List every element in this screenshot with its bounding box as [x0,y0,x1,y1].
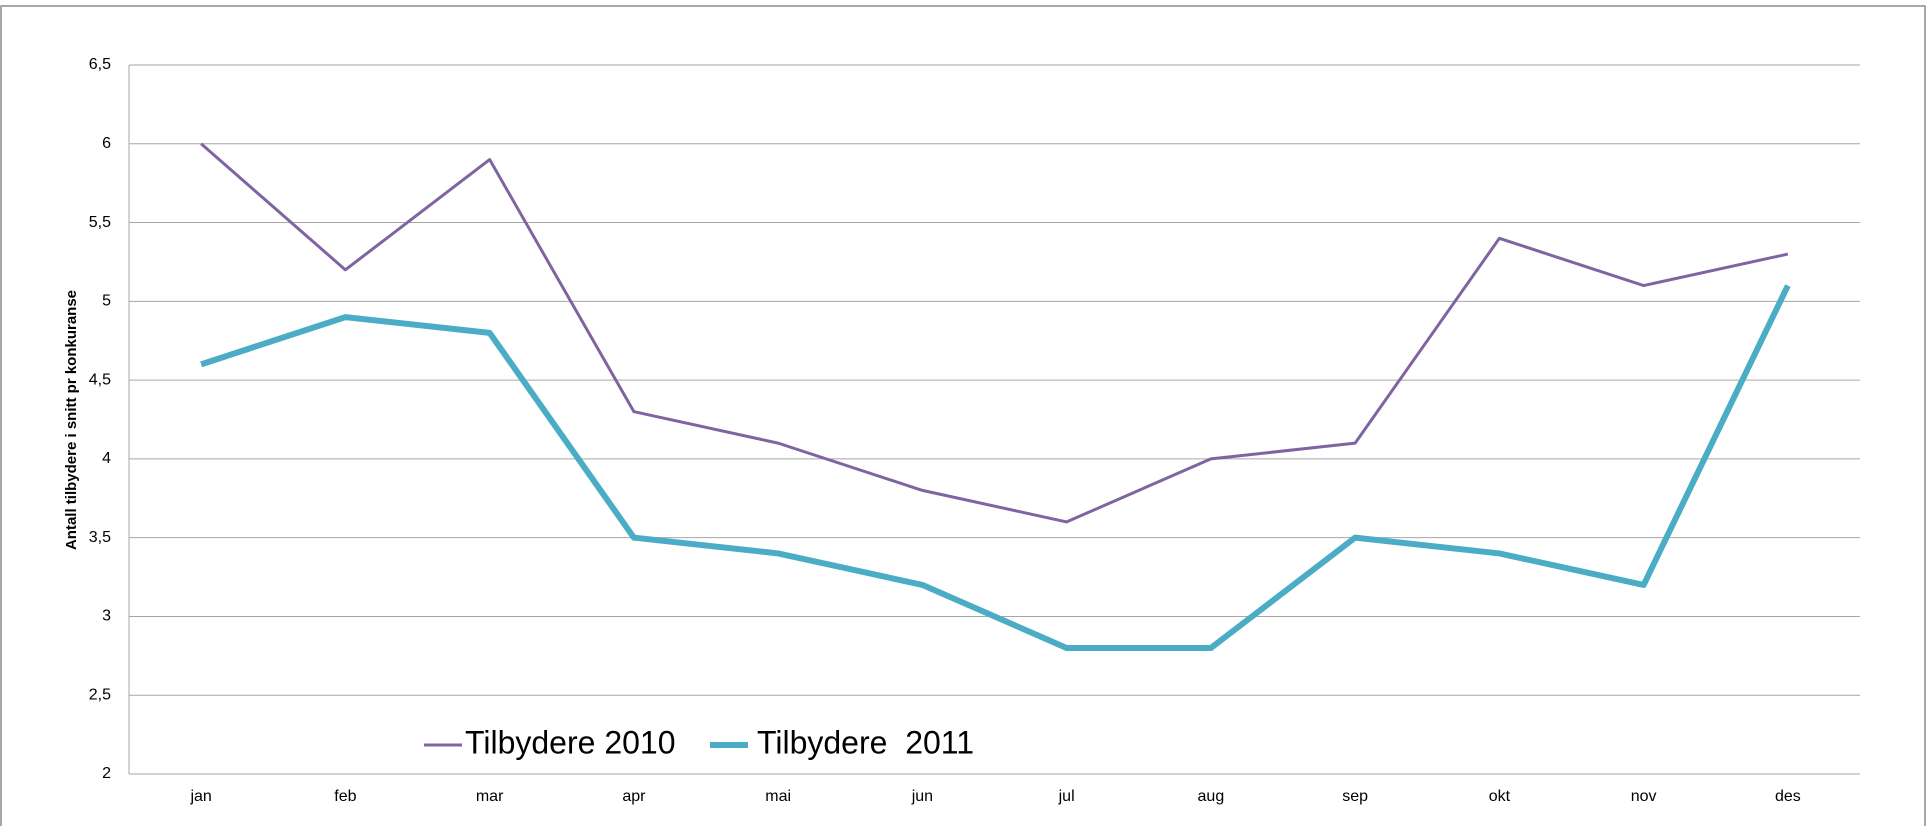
x-tick-label: aug [1198,788,1225,805]
x-tick-label: apr [622,788,646,805]
x-tick-label: des [1775,788,1801,805]
x-tick-label: jul [1058,788,1075,805]
series-line [200,284,1791,651]
legend-label: Tilbydere 2011 [757,724,974,760]
y-tick-label: 2,5 [89,686,111,703]
y-axis-title: Antall tilbydere i snitt pr konkuranse [63,290,80,550]
y-tick-label: 4,5 [89,371,111,388]
x-tick-label: okt [1489,788,1511,805]
y-tick-label: 3 [102,608,111,625]
y-tick-label: 6 [102,135,111,152]
y-tick-label: 5 [102,293,111,310]
x-tick-label: feb [334,788,356,805]
legend-label: Tilbydere 2010 [465,724,676,760]
y-tick-label: 5,5 [89,214,111,231]
y-tick-label: 6,5 [89,56,111,73]
series-line [200,142,1789,524]
x-tick-label: mai [765,788,791,805]
y-tick-label: 4 [102,450,111,467]
chart-border [0,5,1926,826]
x-tick-label: sep [1342,788,1368,805]
x-tick-label: jun [911,788,933,805]
x-tick-label: nov [1631,788,1657,805]
x-tick-label: mar [476,788,504,805]
y-tick-label: 3,5 [89,529,111,546]
y-tick-label: 2 [102,765,111,782]
x-tick-label: jan [189,788,211,805]
